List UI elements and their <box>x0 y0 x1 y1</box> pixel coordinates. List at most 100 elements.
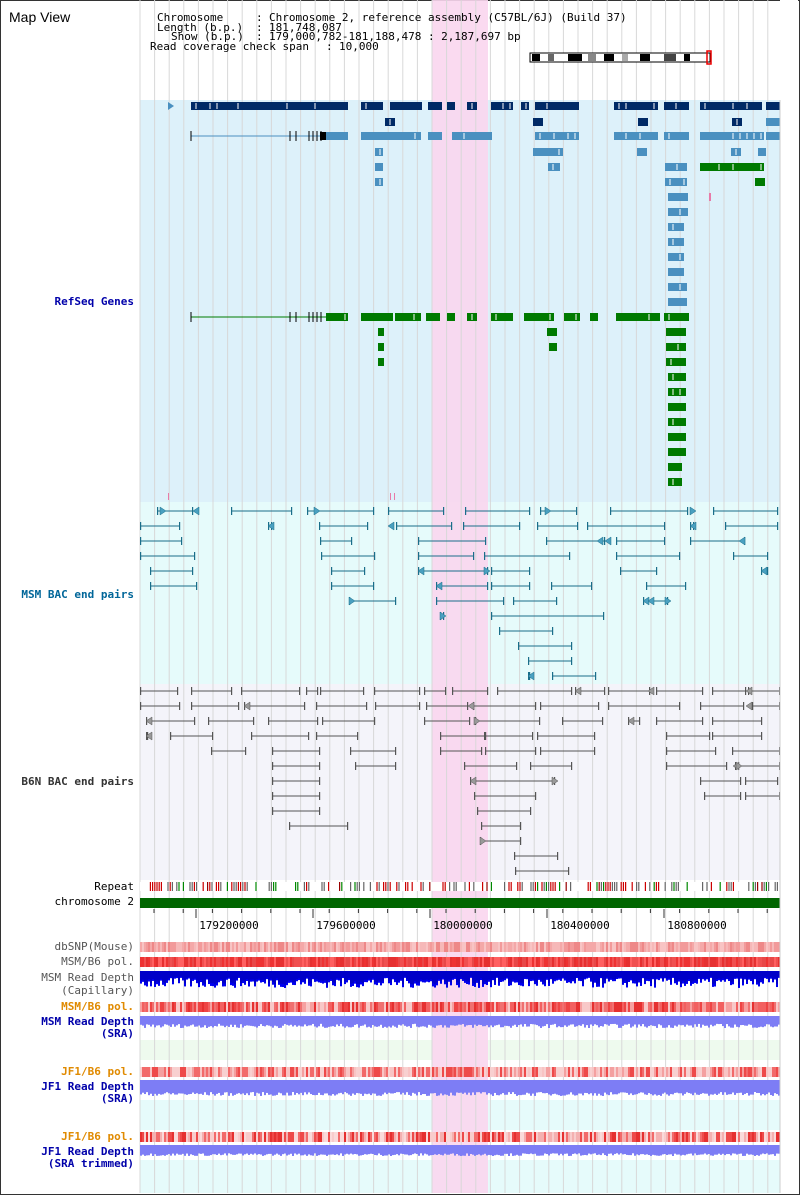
repeat-mark <box>275 882 277 891</box>
repeat-mark <box>442 882 444 891</box>
heat-cell <box>256 1002 258 1012</box>
depth-bar-core <box>316 971 318 980</box>
heat-cell <box>644 942 646 952</box>
depth-bar-core <box>438 971 440 979</box>
heat-cell <box>582 1067 584 1077</box>
heat-cell <box>362 957 364 967</box>
repeat-mark <box>176 882 178 891</box>
heat-cell <box>306 1067 308 1077</box>
track-label-b6n-bac[interactable]: B6N BAC end pairs <box>21 775 134 788</box>
depth-bar-core <box>382 971 384 981</box>
depth-bar <box>450 1016 452 1026</box>
heat-cell <box>772 957 774 967</box>
heat-cell <box>608 957 610 967</box>
heat-cell <box>448 1002 450 1012</box>
heat-cell <box>522 1132 524 1142</box>
heat-cell <box>764 1002 766 1012</box>
heat-cell <box>302 1002 304 1012</box>
heat-cell <box>612 942 614 952</box>
repeat-mark <box>167 882 169 891</box>
heat-cell <box>716 942 718 952</box>
heat-cell <box>216 1067 218 1077</box>
repeat-mark <box>598 882 600 891</box>
depth-bar <box>290 1016 292 1025</box>
depth-bar-core <box>538 971 540 979</box>
depth-bar-core <box>390 971 392 983</box>
heat-cell <box>774 1067 776 1077</box>
heat-cell <box>458 1002 460 1012</box>
ideogram-band <box>664 54 676 61</box>
heat-cell <box>568 1002 570 1012</box>
depth-bar <box>698 1016 700 1024</box>
depth-bar <box>188 1080 190 1095</box>
track-label-refseq-genes[interactable]: RefSeq Genes <box>54 295 134 308</box>
heat-cell <box>690 942 692 952</box>
depth-bar <box>594 1080 596 1094</box>
heat-cell <box>242 942 244 952</box>
gene-exon <box>375 178 383 186</box>
depth-bar <box>602 1145 604 1154</box>
bac-end <box>571 642 573 650</box>
depth-bar <box>744 1016 746 1026</box>
depth-bar <box>492 1016 494 1028</box>
bac-end <box>743 702 745 710</box>
depth-bar <box>308 1080 310 1093</box>
depth-bar <box>172 1080 174 1094</box>
heat-cell <box>656 942 658 952</box>
repeat-mark <box>306 882 308 891</box>
depth-bar <box>446 1016 448 1028</box>
heat-cell <box>620 1132 622 1142</box>
bac-arrow <box>192 506 200 516</box>
heat-cell <box>564 957 566 967</box>
repeat-mark <box>411 882 413 891</box>
depth-bar-core <box>642 971 644 977</box>
heat-cell <box>606 942 608 952</box>
depth-bar <box>456 1080 458 1093</box>
bac-end <box>464 762 466 770</box>
depth-bar <box>600 1080 602 1096</box>
depth-bar-core <box>776 971 778 984</box>
depth-bar-core <box>436 971 438 983</box>
heat-cell <box>694 1067 696 1077</box>
heat-cell <box>472 1132 474 1142</box>
heat-cell <box>490 957 492 967</box>
heat-cell <box>604 1132 606 1142</box>
track-label-msm-bac[interactable]: MSM BAC end pairs <box>21 588 134 601</box>
heat-cell <box>728 1067 730 1077</box>
heat-cell <box>268 957 270 967</box>
depth-bar <box>192 1080 194 1093</box>
heat-cell <box>594 942 596 952</box>
heat-cell <box>330 1002 332 1012</box>
heat-cell <box>580 957 582 967</box>
heat-cell <box>214 1067 216 1077</box>
heat-cell <box>744 1132 746 1142</box>
heat-cell <box>390 1067 392 1077</box>
depth-bar <box>180 1080 182 1094</box>
heat-cell <box>604 957 606 967</box>
heat-cell <box>224 1002 226 1012</box>
gene-exon <box>668 193 688 201</box>
gene-exon <box>668 268 684 276</box>
heat-cell <box>758 1002 760 1012</box>
depth-bar <box>454 1016 456 1026</box>
heat-cell <box>594 1067 596 1077</box>
depth-bar <box>778 1080 780 1096</box>
heat-cell <box>712 942 714 952</box>
heat-cell <box>200 1067 202 1077</box>
bac-end <box>520 837 522 845</box>
heat-cell <box>236 1002 238 1012</box>
bac-end <box>571 762 573 770</box>
depth-bar <box>770 1080 772 1096</box>
repeat-mark <box>504 882 506 891</box>
depth-bar <box>372 1016 374 1025</box>
heat-cell <box>760 942 762 952</box>
heat-cell <box>264 942 266 952</box>
depth-bar-core <box>566 971 568 981</box>
heat-cell <box>480 942 482 952</box>
heat-cell <box>442 942 444 952</box>
depth-bar <box>584 1016 586 1028</box>
depth-bar-core <box>690 971 692 983</box>
depth-bar <box>158 1016 160 1026</box>
heat-cell <box>430 1132 432 1142</box>
